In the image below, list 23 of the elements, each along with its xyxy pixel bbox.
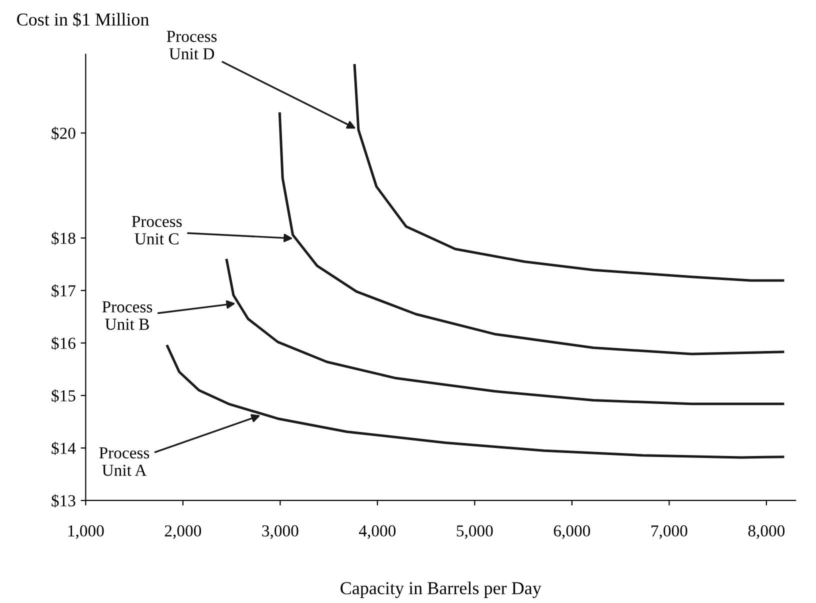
y-tick-label: $18: [52, 232, 76, 246]
x-tick-label: 6,000: [554, 525, 590, 539]
line-series: [353, 64, 784, 282]
x-tick-label: 4,000: [359, 525, 396, 539]
x-tick-label: 8,000: [748, 525, 785, 539]
x-axis-title: Capacity in Barrels per Day: [340, 582, 542, 598]
x-tick-label: 2,000: [164, 525, 202, 539]
annotation: Process Unit A: [99, 447, 150, 476]
chart-title: Cost in $1 Million: [17, 12, 149, 27]
y-tick-label: $14: [52, 442, 76, 456]
y-tick-label: $16: [52, 336, 76, 350]
x-tick-label: 5,000: [456, 525, 493, 539]
y-tick-label: $13: [52, 494, 76, 508]
x-tick-label: 3,000: [262, 525, 298, 539]
x-tick-label: 1,000: [68, 525, 104, 539]
annotation: Process Unit B: [102, 301, 152, 330]
line-series: [225, 258, 784, 406]
y-tick-label: $17: [52, 284, 76, 298]
y-tick-label: $15: [52, 389, 76, 403]
annotation: Process Unit C: [132, 216, 182, 244]
x-tick-label: 7,000: [652, 525, 688, 539]
annotation: Process Unit D: [166, 30, 217, 60]
y-tick-label: $20: [52, 126, 76, 140]
